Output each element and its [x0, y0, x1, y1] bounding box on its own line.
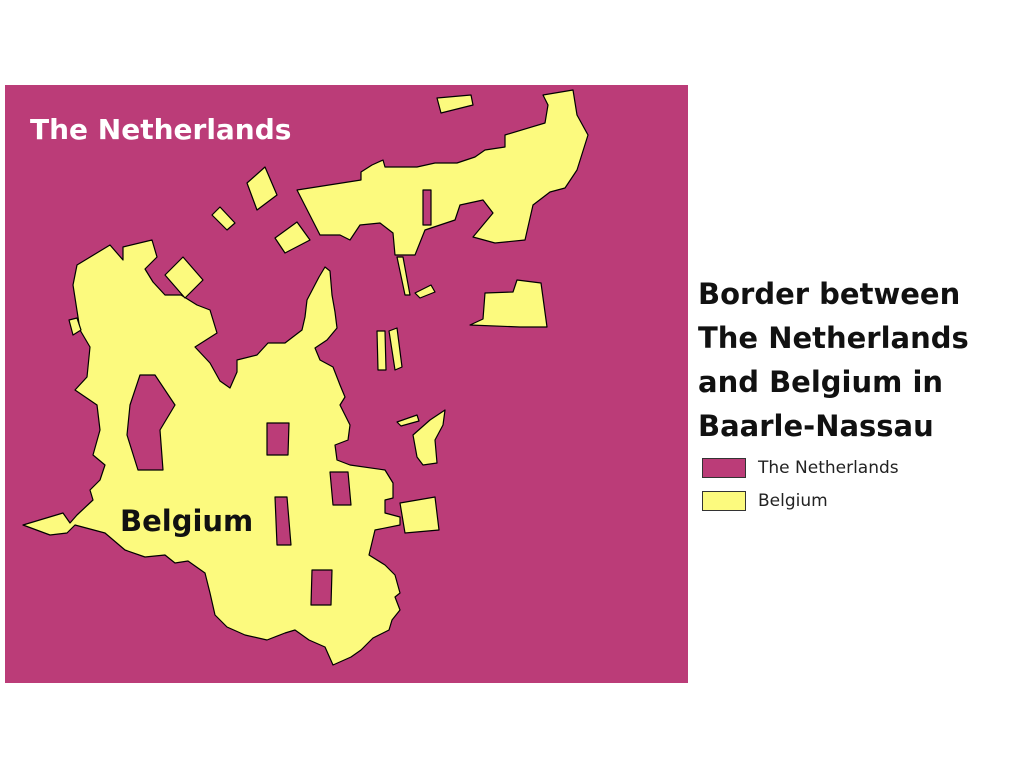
netherlands-enclave	[274, 496, 292, 546]
belgium-map-label: Belgium	[120, 504, 254, 538]
belgium-exclave	[376, 330, 387, 371]
belgium-exclave	[68, 317, 82, 336]
map-title-line: Border between	[698, 277, 961, 311]
belgium-exclave	[396, 414, 420, 427]
legend-label: Belgium	[758, 491, 828, 511]
netherlands-enclave	[126, 374, 176, 471]
map-title-line: Baarle-Nassau	[698, 409, 934, 443]
belgium-exclave	[436, 94, 474, 114]
map-title-line: The Netherlands	[698, 321, 969, 355]
belgium-exclave	[211, 206, 236, 231]
netherlands-enclave	[422, 189, 432, 226]
map-legend: The Netherlands Belgium	[702, 456, 899, 522]
belgium-exclave	[414, 284, 436, 299]
belgium-exclave	[164, 256, 204, 299]
legend-item-netherlands: The Netherlands	[702, 456, 899, 480]
belgium-color-swatch	[702, 491, 746, 511]
belgium-exclave	[274, 221, 311, 254]
belgium-exclave	[388, 327, 403, 371]
belgium-exclave	[412, 409, 446, 466]
netherlands-enclave	[266, 422, 290, 456]
legend-label: The Netherlands	[758, 458, 899, 478]
belgium-exclave	[396, 256, 411, 296]
netherlands-color-swatch	[702, 458, 746, 478]
belgium-exclave	[246, 166, 278, 211]
legend-item-belgium: Belgium	[702, 489, 899, 513]
border-map	[5, 85, 688, 683]
belgium-main-territory	[22, 239, 401, 666]
belgium-exclave	[469, 279, 548, 328]
belgium-exclave	[399, 496, 440, 534]
map-title: Border between The Netherlands and Belgi…	[698, 272, 1018, 448]
netherlands-map-label: The Netherlands	[30, 113, 292, 146]
map-title-line: and Belgium in	[698, 365, 944, 399]
netherlands-enclave	[310, 569, 333, 606]
belgium-north-territory	[296, 89, 589, 256]
netherlands-enclave	[329, 471, 352, 506]
